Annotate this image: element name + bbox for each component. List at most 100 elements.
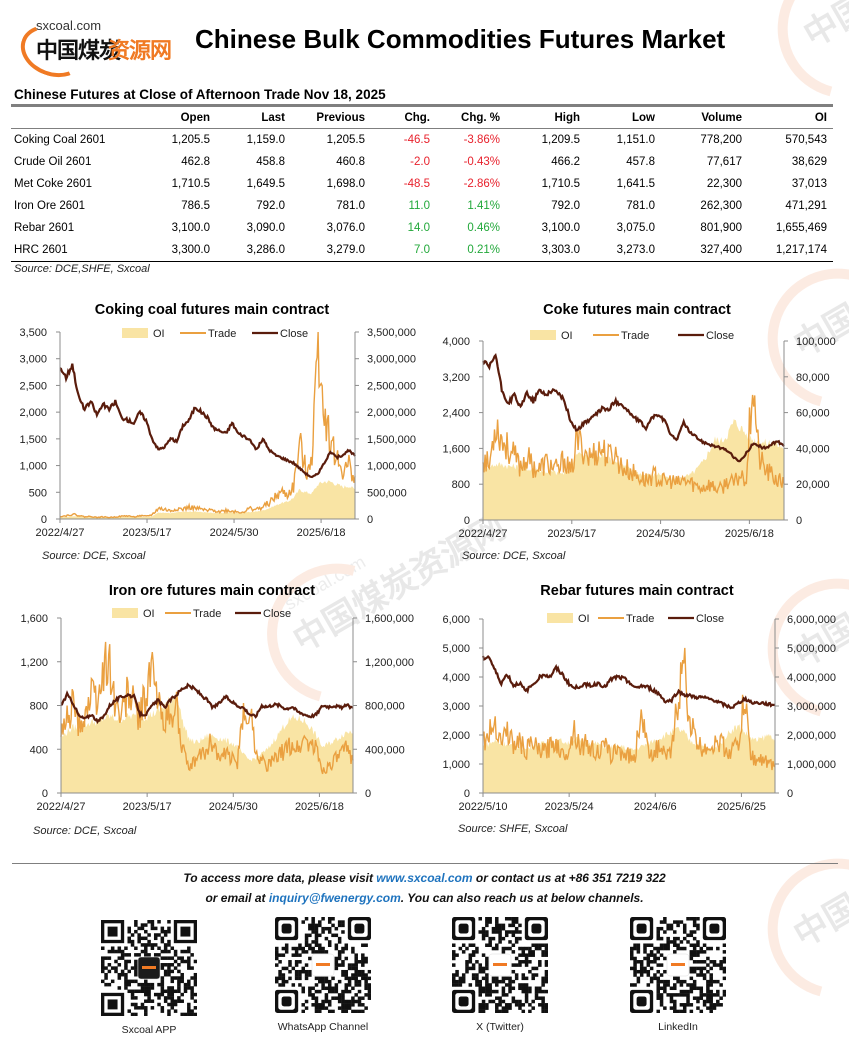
cell-previous: 3,076.0: [326, 222, 365, 234]
table-row: HRC 2601 3,300.0 3,286.0 3,279.0 7.0 0.21% 3,3…: [11, 239, 833, 262]
x-tick-label: 2025/6/18: [295, 801, 344, 813]
cell-chg: -2.0: [410, 156, 430, 168]
cell-volume: 327,400: [661, 239, 748, 262]
x-tick-label: 2023/5/17: [123, 527, 172, 539]
right-tick-label: 1,200,000: [365, 657, 414, 669]
left-tick-label: 2,000: [19, 407, 47, 419]
legend-oi-swatch: [547, 613, 573, 623]
legend-close-label: Close: [280, 328, 308, 340]
x-tick-label: 2025/6/18: [725, 528, 774, 540]
x-tick-label: 2024/5/30: [209, 801, 258, 813]
qr-linkedin[interactable]: LinkedIn: [630, 917, 726, 1033]
left-tick-label: 0: [464, 788, 470, 800]
cell-high: 466.2: [551, 156, 580, 168]
legend-oi-label: OI: [578, 613, 590, 625]
cell-low: 457.8: [626, 156, 655, 168]
left-tick-label: 800: [452, 479, 470, 491]
right-tick-label: 400,000: [365, 744, 405, 756]
cell-previous: 460.8: [336, 156, 365, 168]
column-header: Volume: [661, 107, 748, 129]
legend-trade-label: Trade: [621, 330, 649, 342]
contact-phone-text: or contact us at +86 351 7219 322: [472, 871, 666, 885]
table-top-rule: [11, 104, 833, 107]
cell-open: 1,710.5: [171, 178, 210, 190]
cell-chg-pct: -3.86%: [463, 134, 500, 146]
trade-line: [482, 394, 785, 495]
logo-cn-orange: 资源网: [108, 39, 172, 64]
rebar-chart: 0 1,000 2,000 3,000 4,000 5,000 6,000 0 1,000,00…: [425, 577, 849, 852]
column-header: OI: [748, 107, 833, 129]
qr-sxcoal-app[interactable]: Sxcoal APP: [101, 920, 197, 1036]
right-tick-label: 40,000: [796, 443, 830, 455]
chart-title: Coke futures main contract: [543, 302, 731, 318]
chart-source: Source: SHFE, Sxcoal: [458, 823, 568, 835]
cell-name: Coking Coal 2601: [14, 134, 106, 146]
legend-trade-label: Trade: [626, 613, 654, 625]
chart-source: Source: DCE, Sxcoal: [462, 550, 566, 562]
legend-oi-label: OI: [143, 608, 155, 620]
chart-plot: 0 500 1,000 1,500 2,000 2,500 3,000 3,500 0 500,0…: [19, 327, 416, 539]
right-tick-label: 1,000,000: [367, 461, 416, 473]
chart-source: Source: DCE, Sxcoal: [33, 825, 137, 837]
coking-coal-chart: 0 500 1,000 1,500 2,000 2,500 3,000 3,500 0 500,0…: [0, 296, 424, 571]
chart-title: Rebar futures main contract: [540, 583, 734, 599]
legend-oi-swatch: [112, 608, 138, 618]
right-tick-label: 20,000: [796, 479, 830, 491]
contact-text: To access more data, please visit: [183, 871, 377, 885]
qr-whatsapp-channel[interactable]: WhatsApp Channel: [275, 917, 371, 1033]
legend-trade-label: Trade: [193, 608, 221, 620]
contact-line-1: To access more data, please visit www.sx…: [0, 871, 849, 885]
qr-label: LinkedIn: [658, 1021, 698, 1033]
column-header: Chg.: [371, 107, 436, 129]
x-tick-label: 2022/4/27: [37, 801, 86, 813]
chart-legend: OI Trade Close: [112, 608, 291, 620]
cell-volume: 77,617: [706, 156, 742, 168]
page-title: Chinese Bulk Commodities Futures Market: [195, 24, 726, 54]
chart-plot: 0 400 800 1,200 1,600 0 400,000 800,000 1,200,00…: [20, 608, 414, 813]
cell-last: 1,159.0: [246, 134, 285, 146]
cell-oi: 37,013: [791, 178, 827, 190]
cell-open: 786.5: [181, 200, 210, 212]
contact-text: . You can also reach us at below channel…: [400, 891, 644, 905]
qr-x-twitter[interactable]: X (Twitter): [452, 917, 548, 1033]
column-header: Last: [216, 107, 291, 129]
chart-legend: OI Trade Close: [530, 330, 734, 342]
x-tick-label: 2023/5/24: [545, 801, 594, 813]
footer-divider: [12, 863, 838, 864]
website-link[interactable]: www.sxcoal.com: [376, 871, 473, 885]
legend-trade-label: Trade: [208, 328, 236, 340]
chart-plot: 0 1,000 2,000 3,000 4,000 5,000 6,000 0 1,000,00…: [442, 613, 836, 813]
left-tick-label: 400: [30, 744, 48, 756]
cell-volume: 778,200: [700, 134, 742, 146]
left-tick-label: 4,000: [442, 336, 470, 348]
left-tick-label: 500: [29, 487, 47, 499]
x-tick-label: 2023/5/17: [123, 801, 172, 813]
cell-previous: 3,279.0: [291, 239, 371, 262]
cell-oi: 570,543: [785, 134, 827, 146]
cell-chg-pct: -0.43%: [463, 156, 500, 168]
email-link[interactable]: inquiry@fwenergy.com: [268, 891, 401, 905]
table-source: Source: DCE,SHFE, Sxcoal: [14, 263, 150, 275]
right-tick-label: 80,000: [796, 372, 830, 384]
cell-high: 3,303.0: [506, 239, 586, 262]
right-tick-label: 2,000,000: [367, 407, 416, 419]
right-tick-label: 800,000: [365, 701, 405, 713]
cell-last: 1,649.5: [246, 178, 285, 190]
legend-oi-label: OI: [561, 330, 573, 342]
left-tick-label: 1,200: [20, 657, 48, 669]
right-tick-label: 4,000,000: [787, 672, 836, 684]
iron-ore-chart: 0 400 800 1,200 1,600 0 400,000 800,000 1,200,00…: [0, 577, 424, 852]
cell-volume: 22,300: [706, 178, 742, 190]
right-tick-label: 5,000,000: [787, 643, 836, 655]
logo-domain: sxcoal.com: [36, 18, 102, 33]
column-header: Low: [586, 107, 661, 129]
left-tick-label: 1,500: [19, 434, 47, 446]
column-header: Chg. %: [436, 107, 506, 129]
cell-name: HRC 2601: [11, 239, 141, 262]
close-line: [482, 353, 785, 463]
legend-oi-swatch: [530, 330, 556, 340]
left-tick-label: 1,000: [442, 759, 470, 771]
right-tick-label: 500,000: [367, 487, 407, 499]
x-tick-label: 2025/6/25: [717, 801, 766, 813]
sxcoal-logo[interactable]: sxcoal.com 中国煤炭 资源网: [13, 16, 183, 86]
